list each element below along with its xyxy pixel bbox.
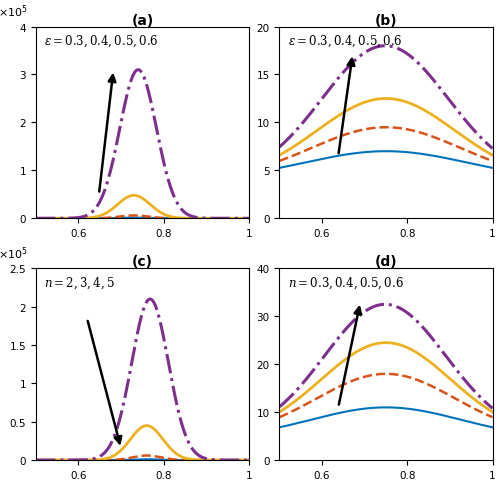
Title: (d): (d) (374, 255, 398, 269)
Title: (b): (b) (374, 14, 398, 28)
Text: $n = 0.3,0.4,0.5,0.6$: $n = 0.3,0.4,0.5,0.6$ (288, 274, 404, 290)
Title: (a): (a) (132, 14, 154, 28)
Text: $\times 10^5$: $\times 10^5$ (0, 3, 28, 20)
Text: $\epsilon = 0.3,0.4,0.5,0.6$: $\epsilon = 0.3,0.4,0.5,0.6$ (44, 33, 159, 49)
Text: $\epsilon = 0.3,0.4,0.5,0.6$: $\epsilon = 0.3,0.4,0.5,0.6$ (288, 33, 403, 49)
Text: $\times 10^5$: $\times 10^5$ (0, 244, 28, 261)
Title: (c): (c) (132, 255, 153, 269)
Text: $n = 2,3,4,5$: $n = 2,3,4,5$ (44, 274, 115, 290)
